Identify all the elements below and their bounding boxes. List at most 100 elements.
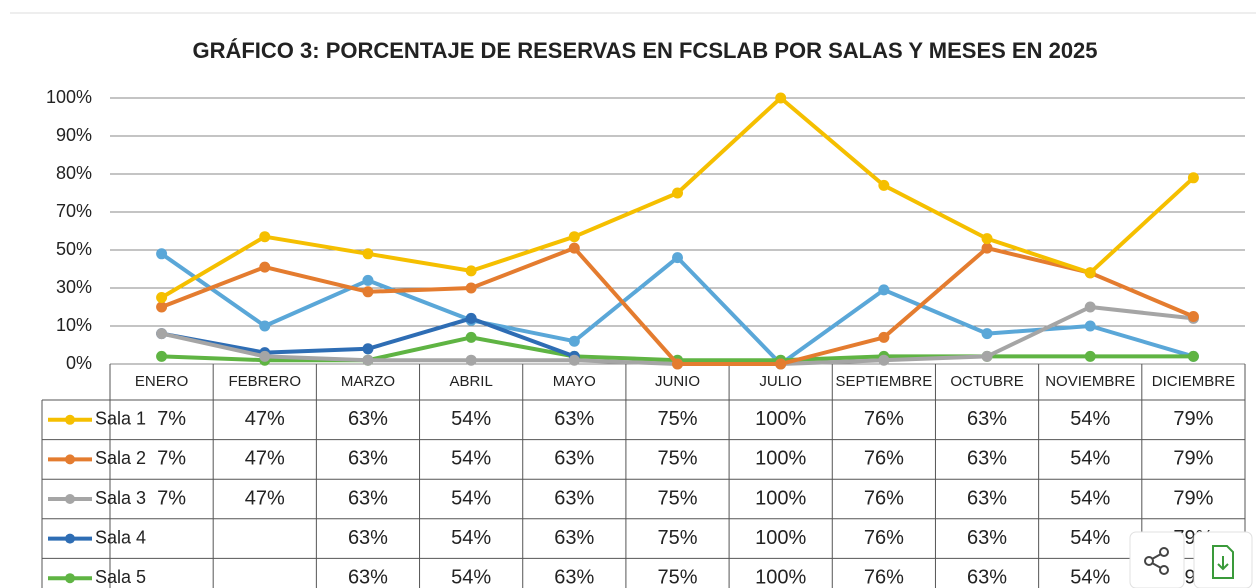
legend-swatch (65, 573, 75, 584)
x-tick-label: OCTUBRE (950, 373, 1023, 390)
table-cell: 75% (657, 487, 697, 509)
table-cell: 63% (967, 448, 1007, 470)
legend-label: Sala 5 (95, 567, 146, 587)
chart-title: GRÁFICO 3: PORCENTAJE DE RESERVAS EN FCS… (192, 38, 1097, 63)
data-point (259, 231, 271, 243)
data-point (672, 358, 683, 370)
data-point (568, 354, 580, 366)
legend-swatch (65, 454, 75, 465)
data-point (1084, 301, 1096, 313)
table-cell: 100% (755, 487, 806, 509)
table-cell: 75% (657, 408, 697, 430)
table-cell: 76% (864, 527, 904, 549)
data-point (1187, 311, 1199, 322)
data-point (672, 187, 683, 199)
legend-label: Sala 1 (95, 409, 146, 429)
x-tick-label: MARZO (341, 373, 395, 390)
data-point (568, 335, 580, 347)
table-cell: 47% (245, 408, 285, 430)
data-point (156, 328, 168, 340)
table-cell: 63% (348, 448, 388, 470)
table-cell: 54% (451, 408, 491, 430)
data-point (1187, 172, 1199, 184)
y-tick-label: 80% (56, 163, 92, 183)
table-cell: 54% (451, 487, 491, 509)
data-point (156, 292, 168, 303)
x-tick-label: SEPTIEMBRE (836, 373, 933, 390)
data-point (362, 343, 374, 355)
data-point (1187, 350, 1199, 362)
data-point (878, 331, 890, 343)
table-cell: 63% (554, 487, 594, 509)
share-box[interactable] (1129, 531, 1185, 588)
data-point (981, 242, 993, 254)
legend-label: Sala 3 (95, 488, 146, 508)
data-point (878, 354, 890, 366)
data-point (1084, 320, 1096, 332)
table-cell: 75% (657, 527, 697, 549)
data-point (775, 92, 787, 104)
share-icon (1151, 553, 1162, 569)
data-point (259, 350, 271, 362)
download-icon (1217, 556, 1229, 571)
x-tick-label: JULIO (759, 373, 802, 390)
table-cell: 76% (864, 408, 904, 430)
table-cell: 63% (967, 487, 1007, 509)
data-point (465, 265, 477, 277)
table-cell: 54% (1070, 566, 1110, 588)
download-icon (1212, 545, 1234, 579)
table-cell: 63% (554, 408, 594, 430)
x-tick-label: NOVIEMBRE (1045, 373, 1135, 390)
table-cell: 63% (967, 566, 1007, 588)
share-icon (1159, 565, 1169, 575)
y-tick-label: 30% (56, 277, 92, 297)
x-tick-label: ABRIL (449, 373, 492, 390)
table-cell: 63% (348, 527, 388, 549)
data-point (568, 242, 580, 254)
data-point (672, 252, 683, 264)
table-cell: 54% (451, 527, 491, 549)
share-icon (1159, 547, 1169, 557)
table-cell: 63% (348, 408, 388, 430)
table-cell: 54% (1070, 408, 1110, 430)
data-point (156, 350, 168, 362)
table-cell: 63% (967, 408, 1007, 430)
table-cell: 47% (245, 448, 285, 470)
table-cell: 100% (755, 408, 806, 430)
data-point (775, 358, 787, 370)
data-point (465, 331, 477, 343)
table-cell: 47% (245, 487, 285, 509)
x-tick-label: JUNIO (655, 373, 700, 390)
table-cell: 76% (864, 487, 904, 509)
x-tick-label: MAYO (553, 373, 596, 390)
y-tick-label: 100% (46, 87, 92, 107)
legend-swatch (65, 414, 75, 425)
data-point (465, 354, 477, 366)
table-cell: 7% (157, 448, 186, 470)
y-tick-label: 50% (56, 239, 92, 259)
table-cell: 63% (554, 566, 594, 588)
data-point (981, 328, 993, 340)
table-cell: 7% (157, 408, 186, 430)
legend-label: Sala 2 (95, 448, 146, 468)
x-tick-label: FEBRERO (229, 373, 302, 390)
data-point (465, 312, 477, 324)
table-cell: 75% (657, 448, 697, 470)
table-cell: 63% (348, 566, 388, 588)
table-cell: 100% (755, 527, 806, 549)
table-cell: 76% (864, 566, 904, 588)
table-cell: 100% (755, 448, 806, 470)
share-icon (1144, 556, 1154, 566)
data-point (981, 350, 993, 362)
table-cell: 54% (1070, 448, 1110, 470)
download-button[interactable] (1193, 531, 1253, 588)
y-tick-label: 10% (56, 315, 92, 335)
data-point (878, 179, 890, 191)
data-point (1084, 350, 1096, 362)
legend-swatch (65, 533, 75, 544)
share-button[interactable] (1129, 531, 1185, 588)
table-cell: 79% (1173, 408, 1213, 430)
